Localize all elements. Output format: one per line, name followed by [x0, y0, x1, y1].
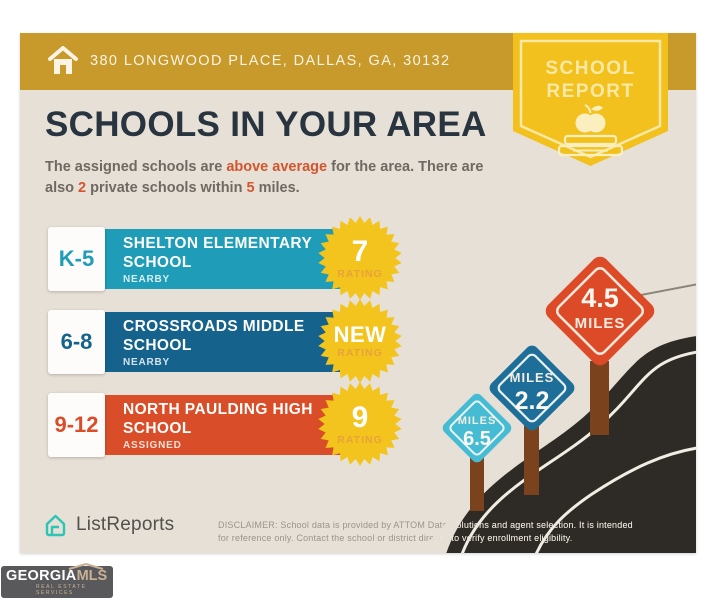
road-edge-line-inner [535, 446, 696, 553]
school-row: NORTH PAULDING HIGH SCHOOL ASSIGNED 9-12… [20, 382, 420, 466]
rating-starburst: 7 RATING [318, 216, 402, 300]
signpost [590, 361, 609, 435]
distance-sign-6-5: MILES 6.5 [442, 393, 512, 463]
ribbon-inner-border [519, 39, 662, 159]
starburst-icon [318, 299, 402, 383]
starburst-icon [318, 382, 402, 466]
disclaimer: DISCLAIMER: School data is provided by A… [218, 519, 638, 544]
distance-sign-2-2: MILES 2.2 [489, 345, 575, 431]
listreports-house-icon [45, 514, 66, 537]
school-status: ASSIGNED [123, 439, 182, 451]
house-icon [48, 46, 78, 74]
grade-range-badge: 9-12 [48, 393, 105, 457]
rating-value: 7 [351, 234, 369, 268]
school-bar: NORTH PAULDING HIGH SCHOOL ASSIGNED [75, 395, 368, 455]
school-row: SHELTON ELEMENTARY SCHOOL NEARBY K-5 7 R… [20, 216, 420, 300]
georgiamls-tagline: REAL ESTATE SERVICES [36, 584, 87, 596]
school-name: NORTH PAULDING HIGH SCHOOL [123, 400, 313, 437]
school-name: CROSSROADS MIDDLE SCHOOL [123, 317, 305, 354]
road-illustration: MILES 6.5 MILES 2.2 4.5 MILES [442, 256, 696, 553]
school-name: SHELTON ELEMENTARY SCHOOL [123, 234, 312, 271]
subtitle-segment: private schools within [86, 180, 247, 196]
property-address: 380 LONGWOOD PLACE, DALLAS, GA, 30132 [90, 53, 451, 69]
sign-miles-label: MILES [458, 415, 497, 427]
rating-label: RATING [337, 346, 383, 359]
disclaimer-text: DISCLAIMER: School data is provided by A… [218, 520, 633, 543]
georgiamls-name-part1: GEORGIA [6, 568, 77, 584]
roof-icon [68, 563, 104, 570]
rating-label: RATING [337, 267, 383, 280]
distance-sign-4-5: 4.5 MILES [545, 256, 655, 366]
subtitle-highlight: above average [226, 159, 328, 175]
rating-starburst: NEW RATING [318, 299, 402, 383]
listreports-brand-text: ListReports [76, 514, 175, 535]
georgiamls-name-part2: MLS [76, 568, 108, 584]
school-status: NEARBY [123, 356, 171, 368]
ribbon-line2: REPORT [546, 81, 634, 102]
sign-miles-label: MILES [575, 315, 626, 332]
sign-miles-value: 6.5 [463, 428, 491, 450]
apple-on-books-icon [557, 104, 624, 157]
school-status: NEARBY [123, 273, 171, 285]
subtitle-segment: also [45, 180, 79, 196]
listreports-logo: ListReports [42, 511, 174, 539]
subtitle-line2: also 2 private schools within 5 miles. [45, 178, 483, 199]
school-bar: SHELTON ELEMENTARY SCHOOL NEARBY [75, 229, 368, 289]
school-report-ribbon: SCHOOL REPORT [513, 33, 668, 168]
disclaimer-text-overlay: DISCLAIMER: School data is provided by A… [218, 520, 633, 543]
grade-range-badge: 6-8 [48, 310, 105, 374]
rating-starburst: 9 RATING [318, 382, 402, 466]
subtitle-text: The assigned schools are above average f… [45, 157, 483, 199]
rating-value: NEW [333, 321, 387, 347]
georgiamls-logo: GEORGIA MLS REAL ESTATE SERVICES [1, 563, 113, 598]
school-row: CROSSROADS MIDDLE SCHOOL NEARBY 6-8 NEW … [20, 299, 420, 383]
page-title: SCHOOLS IN YOUR AREA [45, 105, 487, 144]
school-bar: CROSSROADS MIDDLE SCHOOL NEARBY [75, 312, 368, 372]
sign-miles-value: 4.5 [581, 283, 619, 313]
rating-value: 9 [351, 400, 369, 434]
grade-range-badge: K-5 [48, 227, 105, 291]
ribbon-line1: SCHOOL [545, 58, 635, 79]
rating-label: RATING [337, 433, 383, 446]
subtitle-segment: miles. [254, 180, 300, 196]
subtitle-segment: for the area. There are [327, 159, 484, 175]
subtitle-segment: The assigned schools are [45, 159, 227, 175]
signpost [524, 417, 539, 495]
sign-miles-value: 2.2 [515, 387, 550, 415]
subtitle-line1: The assigned schools are above average f… [45, 157, 483, 178]
subtitle-highlight: 2 [78, 180, 87, 196]
school-report-card: MILES 6.5 MILES 2.2 4.5 MILES [20, 33, 696, 553]
subtitle-highlight: 5 [246, 180, 255, 196]
sign-miles-label: MILES [510, 370, 555, 385]
ribbon-shape [513, 33, 668, 166]
starburst-icon [318, 216, 402, 300]
